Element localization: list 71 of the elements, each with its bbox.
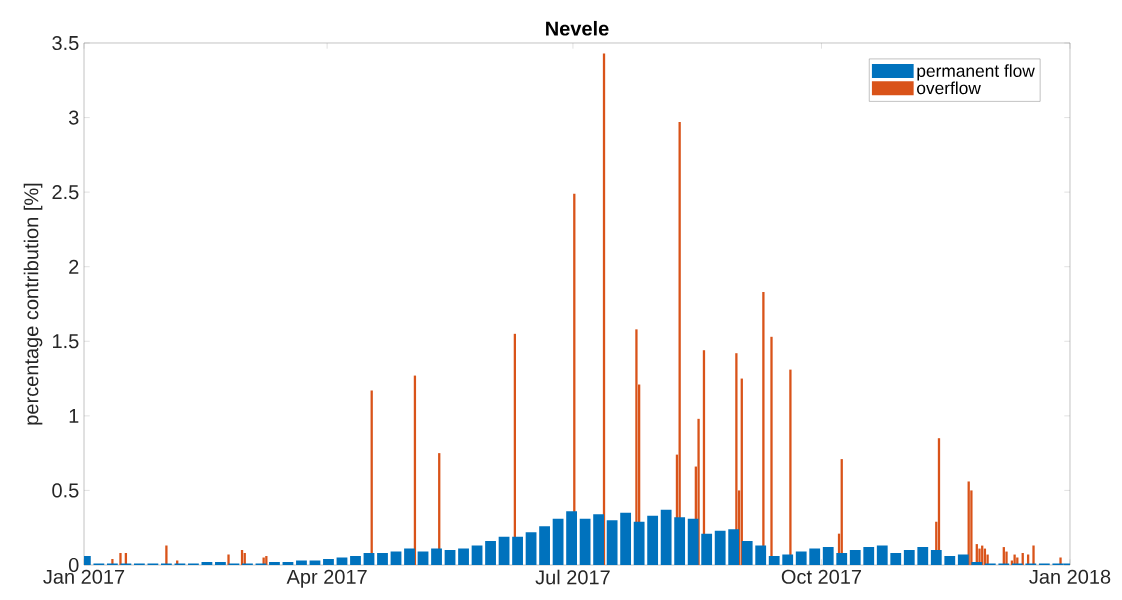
bar [930, 550, 942, 565]
y-tick-label: 3 [68, 110, 79, 125]
bar [215, 562, 226, 565]
bar [633, 521, 645, 565]
bar [201, 562, 213, 565]
bar [498, 536, 510, 565]
bar [957, 554, 969, 565]
bar [822, 547, 834, 565]
y-tick-label: 3.5 [52, 35, 79, 51]
bar [944, 556, 956, 565]
x-tick-label: Jul 2017 [535, 569, 610, 585]
bar [404, 548, 415, 565]
bar [741, 541, 753, 565]
bar [795, 551, 807, 565]
bar [377, 553, 388, 565]
bar [471, 545, 483, 565]
y-tick-label: 2.5 [52, 185, 79, 200]
legend-label: permanent flow [917, 64, 1035, 81]
bar [417, 551, 429, 565]
x-tick-label: Jan 2018 [1029, 569, 1111, 584]
bar [296, 560, 307, 565]
bar [714, 530, 726, 565]
bar [917, 547, 929, 565]
bar [728, 529, 740, 565]
bar [836, 553, 848, 565]
y-tick-label: 1 [69, 408, 79, 423]
bar [552, 518, 564, 565]
bar [782, 554, 794, 565]
y-axis-title: percentage contribution [%] [23, 183, 43, 425]
y-tick-label: 1.5 [53, 334, 79, 349]
bar [390, 551, 402, 565]
bar [903, 550, 915, 565]
bar [674, 517, 686, 565]
bar [431, 548, 442, 565]
bar [606, 520, 618, 565]
bar [647, 515, 659, 565]
x-tick-label: Oct 2017 [781, 569, 862, 584]
bar [876, 545, 888, 565]
bar [444, 550, 456, 565]
bar [350, 556, 361, 565]
y-tick-label: 2 [69, 259, 79, 274]
bar [539, 526, 550, 565]
bar [269, 562, 280, 565]
bar [755, 545, 767, 565]
bar [660, 509, 672, 565]
bar [809, 548, 821, 565]
bar [227, 554, 230, 565]
bar [363, 553, 375, 565]
x-tick-label: Apr 2017 [286, 569, 367, 588]
bar [620, 512, 632, 565]
bar [485, 541, 496, 565]
bar [323, 559, 334, 565]
bar [525, 532, 537, 565]
bar [579, 518, 591, 565]
bar [687, 518, 699, 565]
bar [566, 511, 577, 565]
bar [971, 562, 983, 565]
y-tick-label: 0.5 [52, 483, 79, 498]
bar [165, 545, 168, 565]
chart-title: Nevele [546, 20, 609, 36]
bar [593, 514, 605, 565]
bar [458, 548, 469, 565]
bar [890, 553, 902, 565]
bar [863, 547, 875, 565]
bar [701, 533, 713, 565]
bar [282, 562, 294, 565]
legend-label: overflow [917, 81, 981, 95]
bar [512, 536, 523, 565]
bar [768, 556, 780, 565]
bar [1032, 545, 1035, 565]
bar [849, 550, 861, 565]
